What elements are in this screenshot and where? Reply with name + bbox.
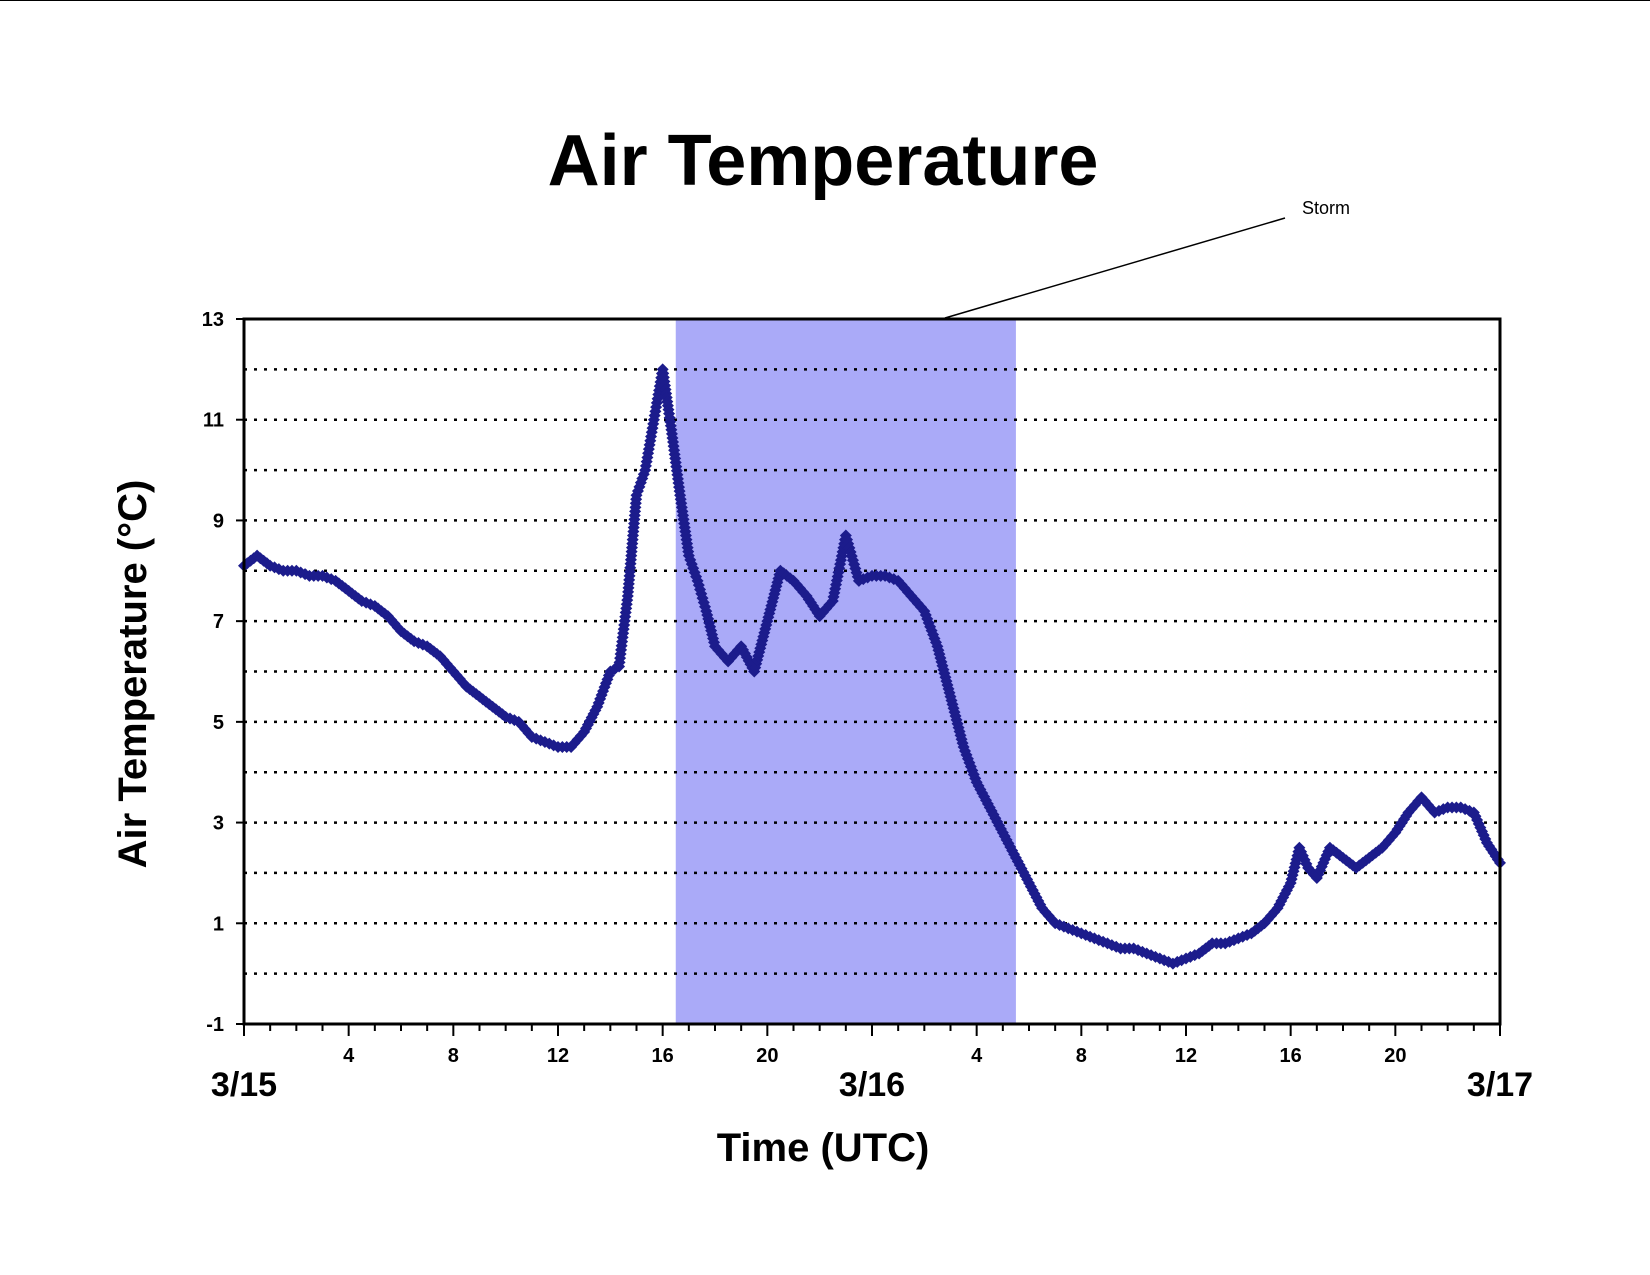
y-tick-label: 7 <box>213 611 224 633</box>
x-axis-title: Time (UTC) <box>717 1126 930 1170</box>
y-tick-label: -1 <box>206 1014 224 1036</box>
y-tick-label: 5 <box>213 712 224 734</box>
date-label: 3/15 <box>211 1066 277 1104</box>
x-tick-label: 8 <box>1076 1045 1087 1067</box>
y-axis-title: Air Temperature (°C) <box>111 480 155 869</box>
x-tick-label: 8 <box>448 1045 459 1067</box>
date-label: 3/16 <box>839 1066 905 1104</box>
y-tick-label: 1 <box>213 913 224 935</box>
storm-annotation-leader <box>944 217 1286 319</box>
date-labels: 3/15 3/16 3/17 <box>211 1066 1533 1104</box>
y-tick-label: 3 <box>213 813 224 835</box>
x-tick-label: 12 <box>1175 1045 1197 1067</box>
x-tick-label: 20 <box>756 1045 778 1067</box>
x-axis-ticks: 4 8 12 16 20 4 8 12 16 20 <box>243 1024 1501 1067</box>
y-tick-label: 13 <box>202 309 224 331</box>
x-tick-label: 4 <box>343 1045 355 1067</box>
plot-area <box>238 317 1506 1026</box>
y-tick-label: 9 <box>213 510 224 532</box>
x-tick-label: 16 <box>652 1045 674 1067</box>
y-axis-ticks: 13 11 9 7 5 3 1 -1 <box>202 309 244 1036</box>
temperature-series <box>238 363 1506 970</box>
y-tick-label: 11 <box>203 410 224 432</box>
top-border-line <box>0 0 1650 1</box>
storm-annotation: Storm <box>1302 198 1350 218</box>
x-tick-label: 20 <box>1384 1045 1406 1067</box>
date-label: 3/17 <box>1467 1066 1533 1104</box>
x-tick-label: 4 <box>971 1045 983 1067</box>
x-tick-label: 16 <box>1280 1045 1302 1067</box>
x-tick-label: 12 <box>547 1045 569 1067</box>
chart-title: Air Temperature <box>548 121 1099 201</box>
